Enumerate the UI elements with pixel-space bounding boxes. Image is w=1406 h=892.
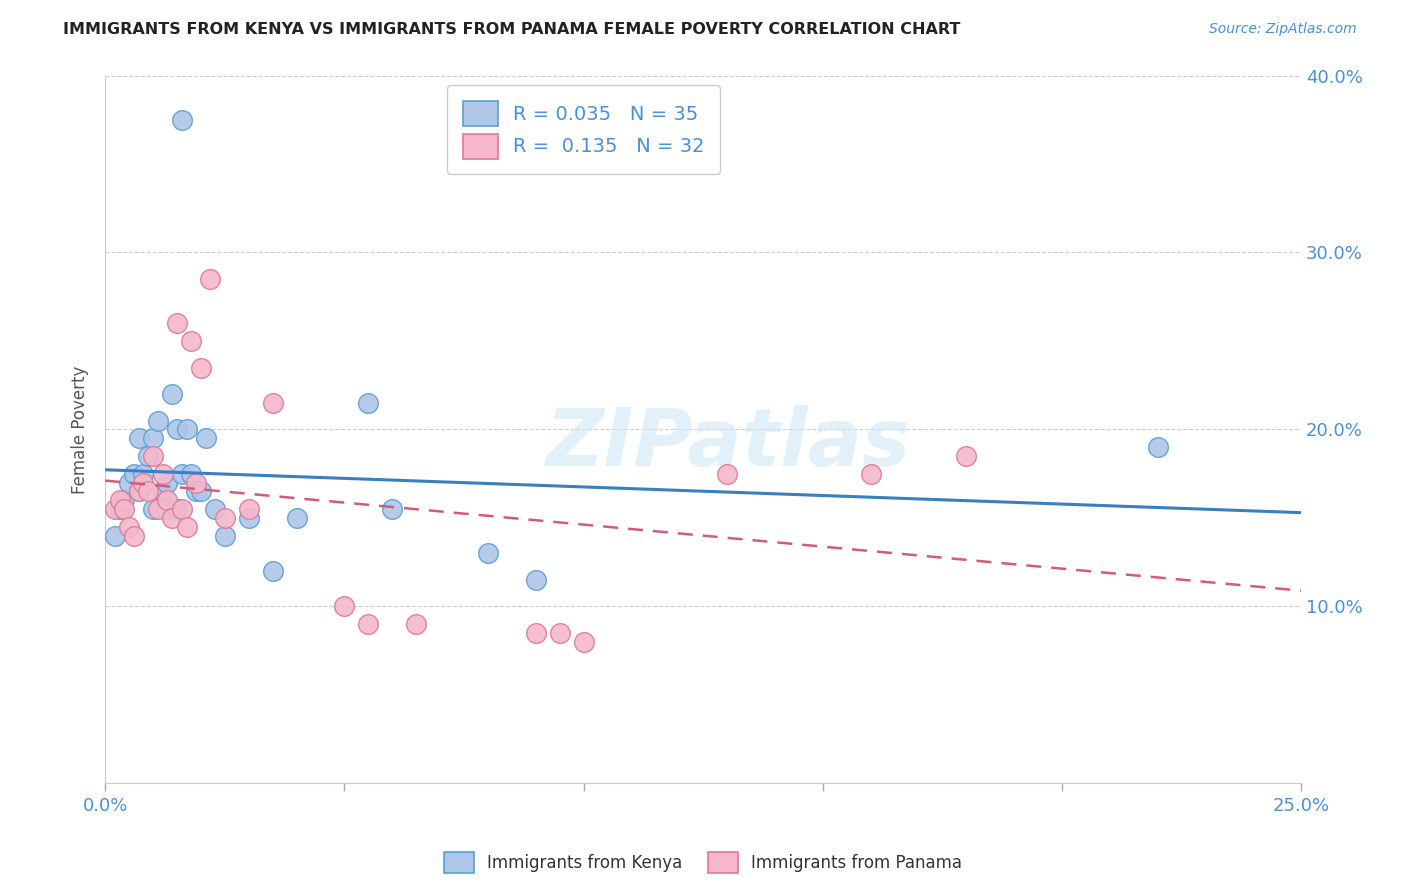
Point bbox=[238, 502, 260, 516]
Point bbox=[190, 484, 212, 499]
Point bbox=[477, 546, 499, 560]
Point bbox=[122, 467, 145, 481]
Point bbox=[194, 431, 217, 445]
Point bbox=[262, 396, 284, 410]
Point bbox=[170, 112, 193, 127]
Point bbox=[166, 502, 188, 516]
Point bbox=[108, 493, 131, 508]
Point bbox=[122, 528, 145, 542]
Point bbox=[1146, 440, 1168, 454]
Point bbox=[176, 520, 198, 534]
Point bbox=[108, 502, 131, 516]
Text: Source: ZipAtlas.com: Source: ZipAtlas.com bbox=[1209, 22, 1357, 37]
Point bbox=[285, 511, 308, 525]
Point bbox=[166, 422, 188, 436]
Point bbox=[176, 422, 198, 436]
Point bbox=[142, 502, 165, 516]
Point bbox=[180, 334, 202, 348]
Legend: Immigrants from Kenya, Immigrants from Panama: Immigrants from Kenya, Immigrants from P… bbox=[437, 846, 969, 880]
Point bbox=[405, 617, 427, 632]
Point bbox=[156, 475, 179, 490]
Point bbox=[716, 467, 738, 481]
Point bbox=[955, 449, 977, 463]
Point bbox=[357, 617, 380, 632]
Point bbox=[118, 475, 141, 490]
Point bbox=[160, 387, 183, 401]
Point bbox=[357, 396, 380, 410]
Point bbox=[142, 431, 165, 445]
Point bbox=[184, 475, 207, 490]
Point bbox=[128, 484, 150, 499]
Point bbox=[548, 626, 571, 640]
Point bbox=[156, 502, 179, 516]
Point bbox=[112, 502, 135, 516]
Point bbox=[381, 502, 404, 516]
Point bbox=[524, 626, 547, 640]
Point bbox=[156, 493, 179, 508]
Point bbox=[572, 635, 595, 649]
Point bbox=[214, 511, 236, 525]
Point bbox=[142, 449, 165, 463]
Point bbox=[170, 467, 193, 481]
Point bbox=[262, 564, 284, 578]
Point bbox=[136, 449, 159, 463]
Point bbox=[214, 528, 236, 542]
Point bbox=[152, 484, 174, 499]
Point bbox=[166, 316, 188, 330]
Point bbox=[112, 493, 135, 508]
Point bbox=[146, 502, 169, 516]
Point bbox=[104, 502, 127, 516]
Point bbox=[190, 360, 212, 375]
Point bbox=[859, 467, 882, 481]
Point bbox=[184, 484, 207, 499]
Text: IMMIGRANTS FROM KENYA VS IMMIGRANTS FROM PANAMA FEMALE POVERTY CORRELATION CHART: IMMIGRANTS FROM KENYA VS IMMIGRANTS FROM… bbox=[63, 22, 960, 37]
Point bbox=[146, 414, 169, 428]
Point bbox=[128, 431, 150, 445]
Point bbox=[132, 467, 155, 481]
Point bbox=[152, 467, 174, 481]
Point bbox=[170, 502, 193, 516]
Point bbox=[128, 484, 150, 499]
Point bbox=[118, 520, 141, 534]
Point bbox=[333, 599, 356, 614]
Y-axis label: Female Poverty: Female Poverty bbox=[72, 365, 89, 493]
Point bbox=[204, 502, 226, 516]
Point bbox=[200, 272, 222, 286]
Text: ZIPatlas: ZIPatlas bbox=[544, 405, 910, 483]
Point bbox=[132, 475, 155, 490]
Point bbox=[180, 467, 202, 481]
Point bbox=[104, 528, 127, 542]
Point bbox=[160, 511, 183, 525]
Point bbox=[238, 511, 260, 525]
Point bbox=[524, 573, 547, 587]
Point bbox=[136, 484, 159, 499]
Legend: R = 0.035   N = 35, R =  0.135   N = 32: R = 0.035 N = 35, R = 0.135 N = 32 bbox=[447, 86, 720, 174]
